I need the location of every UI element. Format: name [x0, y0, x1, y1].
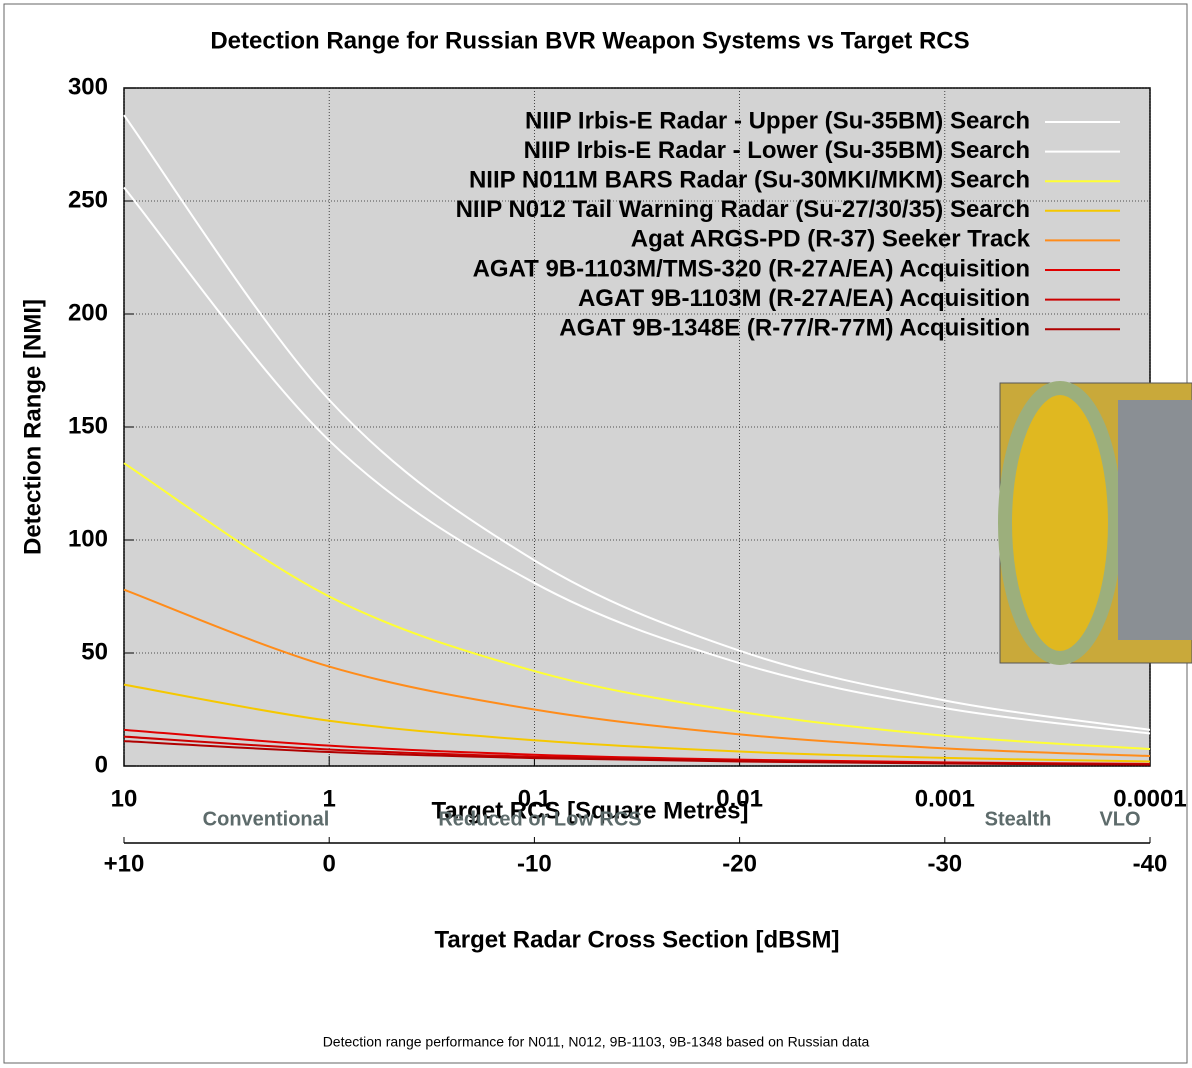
x2-tick-label: -40: [1133, 850, 1168, 877]
legend-label: AGAT 9B-1348E (R-77/R-77M) Acquisition: [559, 315, 1030, 342]
legend-label: NIIP Irbis-E Radar - Upper (Su-35BM) Sea…: [525, 107, 1030, 134]
y-axis-label: Detection Range [NMI]: [19, 299, 46, 555]
y-tick-label: 250: [68, 186, 108, 213]
legend-label: NIIP N011M BARS Radar (Su-30MKI/MKM) Sea…: [469, 167, 1030, 194]
y-tick-label: 150: [68, 412, 108, 439]
y-tick-label: 300: [68, 73, 108, 100]
legend-label: AGAT 9B-1103M/TMS-320 (R-27A/EA) Acquisi…: [473, 255, 1030, 282]
x2-tick-label: -30: [927, 850, 962, 877]
footnote: Detection range performance for N011, N0…: [323, 1034, 870, 1050]
radar-body: [1118, 400, 1192, 640]
y-tick-label: 200: [68, 299, 108, 326]
x-tick-label: 10: [111, 785, 138, 812]
x2-tick-label: -10: [517, 850, 552, 877]
x2-tick-label: 0: [323, 850, 336, 877]
legend-label: AGAT 9B-1103M (R-27A/EA) Acquisition: [578, 285, 1030, 312]
legend-label: NIIP Irbis-E Radar - Lower (Su-35BM) Sea…: [524, 137, 1030, 164]
y-tick-label: 100: [68, 525, 108, 552]
annotation: Reduced or Low RCS: [438, 808, 641, 830]
radar-antenna: [1005, 388, 1115, 658]
x2-tick-label: +10: [104, 850, 145, 877]
y-tick-label: 0: [95, 751, 108, 778]
legend-label: NIIP N012 Tail Warning Radar (Su-27/30/3…: [456, 196, 1030, 223]
y-tick-label: 50: [81, 638, 108, 665]
legend-label: Agat ARGS-PD (R-37) Seeker Track: [631, 226, 1031, 253]
annotation: Stealth: [985, 808, 1052, 830]
x-tick-label: 0.01: [716, 785, 763, 812]
chart: Detection Range for Russian BVR Weapon S…: [0, 0, 1192, 1068]
annotation: VLO: [1099, 808, 1140, 830]
x2-tick-label: -20: [722, 850, 757, 877]
x-tick-label: 0.001: [915, 785, 975, 812]
annotation: Conventional: [203, 808, 330, 830]
chart-title: Detection Range for Russian BVR Weapon S…: [210, 27, 969, 54]
x2-axis-label: Target Radar Cross Section [dBSM]: [435, 926, 840, 953]
